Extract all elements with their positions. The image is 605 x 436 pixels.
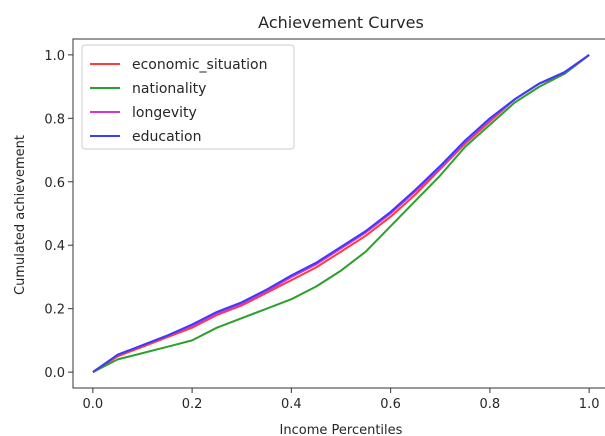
y-axis-label: Cumulated achievement: [13, 135, 28, 295]
y-tick-label: 0.8: [44, 112, 65, 127]
legend-frame: [81, 44, 295, 150]
y-axis-ticks: 0.0 0.2 0.4 0.6 0.8 1.0: [44, 49, 73, 381]
plot-area-frame: [72, 38, 605, 389]
x-tick-label: 0.2: [182, 397, 203, 412]
chart-title: Achievement Curves: [258, 13, 424, 32]
legend: economic_situation nationality longevity ed…: [81, 44, 295, 150]
x-tick-label: 0.8: [480, 397, 501, 412]
legend-label-education: education: [132, 129, 201, 145]
y-tick-label: 0.4: [44, 239, 65, 254]
legend-label-longevity: longevity: [132, 105, 197, 121]
x-axis-label: Income Percentiles: [280, 423, 403, 436]
x-tick-label: 1.0: [579, 397, 600, 412]
y-tick-label: 0.2: [44, 303, 65, 318]
y-tick-label: 1.0: [44, 49, 65, 64]
x-tick-label: 0.0: [83, 397, 104, 412]
y-tick-label: 0.6: [44, 176, 65, 191]
x-axis-ticks: 0.0 0.2 0.4 0.6 0.8 1.0: [83, 388, 600, 412]
series-layer: [92, 54, 590, 373]
y-tick-label: 0.0: [44, 366, 65, 381]
legend-label-economic-situation: economic_situation: [132, 57, 267, 73]
x-tick-label: 0.6: [380, 397, 401, 412]
series-line-education: [92, 54, 590, 373]
series-line-nationality: [92, 54, 590, 373]
x-tick-label: 0.4: [281, 397, 302, 412]
legend-label-nationality: nationality: [132, 81, 206, 97]
